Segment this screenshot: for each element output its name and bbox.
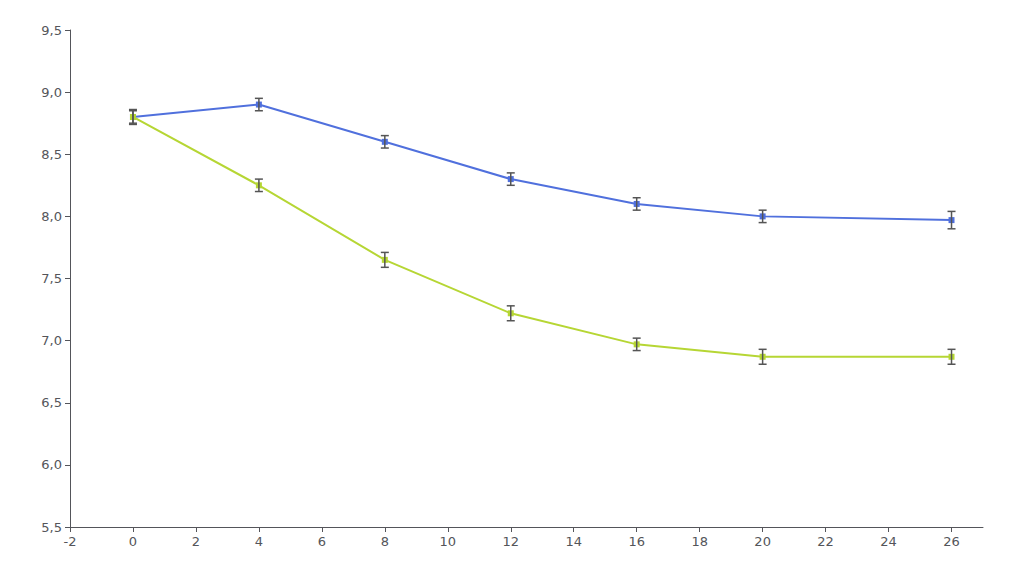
svg-text:8,5: 8,5: [41, 147, 62, 162]
svg-text:9,0: 9,0: [41, 85, 62, 100]
svg-text:0: 0: [129, 534, 137, 549]
svg-text:6,5: 6,5: [41, 395, 62, 410]
svg-text:8: 8: [381, 534, 389, 549]
svg-text:2: 2: [192, 534, 200, 549]
svg-text:10: 10: [440, 534, 457, 549]
svg-text:22: 22: [817, 534, 834, 549]
svg-text:5,5: 5,5: [41, 520, 62, 535]
svg-text:6,0: 6,0: [41, 457, 62, 472]
svg-text:18: 18: [691, 534, 708, 549]
svg-text:14: 14: [565, 534, 582, 549]
svg-text:8,0: 8,0: [41, 209, 62, 224]
svg-text:20: 20: [754, 534, 771, 549]
svg-text:16: 16: [628, 534, 645, 549]
svg-text:7,0: 7,0: [41, 333, 62, 348]
svg-text:12: 12: [502, 534, 519, 549]
svg-text:24: 24: [880, 534, 897, 549]
svg-text:9,5: 9,5: [41, 23, 62, 38]
svg-text:4: 4: [255, 534, 263, 549]
svg-text:26: 26: [943, 534, 960, 549]
svg-text:-2: -2: [64, 534, 77, 549]
svg-text:7,5: 7,5: [41, 271, 62, 286]
svg-text:6: 6: [318, 534, 326, 549]
